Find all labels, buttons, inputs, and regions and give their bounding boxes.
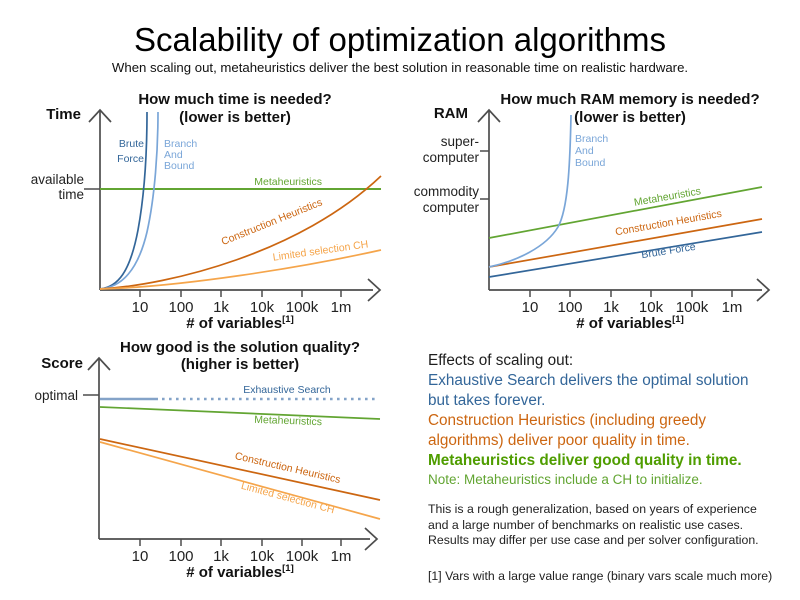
effects-panel: Effects of scaling out: Exhaustive Searc… bbox=[428, 351, 798, 584]
chart-time: How much time is needed? (lower is bette… bbox=[31, 91, 382, 332]
x-axis-title: # of variables[1] bbox=[186, 314, 294, 332]
panel-heading: Effects of scaling out: bbox=[428, 352, 574, 369]
disclaimer: This is a rough generalization, based on… bbox=[428, 502, 798, 549]
y-axis-label: RAM bbox=[434, 105, 468, 122]
metaheuristics-note: Note: Metaheuristics include a CH to ini… bbox=[428, 472, 703, 487]
metaheuristics-label: Metaheuristics bbox=[254, 176, 322, 188]
x-tick: 100 bbox=[168, 548, 193, 565]
x-tick: 1m bbox=[331, 299, 352, 316]
brute-force-label: Force bbox=[117, 153, 144, 165]
brute-force-curve bbox=[99, 111, 148, 290]
x-axis-title: # of variables[1] bbox=[576, 314, 684, 332]
limited-selection-ch-line bbox=[99, 441, 381, 520]
super-computer-label: super- bbox=[441, 134, 479, 149]
construction-heuristics-label: Construction Heuristics bbox=[220, 196, 325, 248]
chart-quality-subtitle: (higher is better) bbox=[181, 356, 299, 373]
x-tick: 100 bbox=[168, 299, 193, 316]
chart-ram-title: How much RAM memory is needed? bbox=[500, 91, 759, 108]
x-tick: 1k bbox=[603, 299, 619, 316]
chart-quality-title: How good is the solution quality? bbox=[120, 339, 360, 356]
x-axis-title: # of variables[1] bbox=[186, 563, 294, 581]
x-axis-arrow-icon bbox=[367, 278, 382, 302]
x-tick: 1k bbox=[213, 548, 229, 565]
construction-heuristics-line bbox=[99, 438, 381, 501]
construction-heuristics-statement: algorithms) deliver poor quality in time… bbox=[428, 432, 690, 449]
limited-selection-ch-label: Limited selection CH bbox=[272, 238, 369, 263]
chart-ram-subtitle: (lower is better) bbox=[574, 109, 686, 126]
branch-and-bound-curve bbox=[99, 111, 159, 290]
y-axis-label: Time bbox=[46, 106, 81, 123]
branch-and-bound-curve bbox=[488, 114, 572, 268]
x-tick: 10k bbox=[639, 299, 664, 316]
limited-selection-ch-label: Limited selection CH bbox=[240, 480, 336, 517]
brute-force-label: Brute Force bbox=[641, 241, 697, 261]
x-tick: 10 bbox=[522, 299, 539, 316]
x-tick: 100k bbox=[286, 548, 319, 565]
page-subtitle: When scaling out, metaheuristics deliver… bbox=[111, 60, 689, 75]
chart-time-subtitle: (lower is better) bbox=[179, 109, 291, 126]
tick-marks bbox=[480, 150, 733, 297]
tick-marks bbox=[83, 394, 342, 546]
commodity-computer-label: commodity bbox=[414, 184, 480, 199]
x-tick: 10k bbox=[250, 299, 275, 316]
brute-force-label: Brute bbox=[119, 138, 144, 150]
branch-and-bound-label: Bound bbox=[575, 157, 606, 169]
exhaustive-search-statement: Exhaustive Search delivers the optimal s… bbox=[428, 372, 749, 389]
y-axis-arrow-icon bbox=[88, 108, 112, 123]
construction-heuristics-line bbox=[488, 218, 763, 268]
exhaustive-search-statement: but takes forever. bbox=[428, 392, 546, 409]
tick-marks bbox=[84, 188, 342, 297]
x-tick: 100k bbox=[286, 299, 319, 316]
branch-and-bound-label: Branch bbox=[164, 138, 197, 150]
x-tick: 10 bbox=[132, 548, 149, 565]
footnote: [1] Vars with a large value range (binar… bbox=[428, 568, 773, 583]
available-time-label: time bbox=[58, 187, 84, 202]
metaheuristics-label: Metaheuristics bbox=[254, 414, 322, 428]
chart-quality: How good is the solution quality? (highe… bbox=[34, 339, 381, 581]
x-tick: 1m bbox=[331, 548, 352, 565]
limited-selection-ch-curve bbox=[99, 249, 382, 290]
x-tick: 100 bbox=[557, 299, 582, 316]
commodity-computer-label: computer bbox=[423, 200, 480, 215]
construction-heuristics-curve bbox=[99, 175, 382, 290]
chart-ram: How much RAM memory is needed? (lower is… bbox=[414, 91, 771, 332]
y-axis-arrow-icon bbox=[87, 356, 111, 371]
available-time-label: available bbox=[31, 172, 84, 187]
x-tick: 10 bbox=[132, 299, 149, 316]
branch-and-bound-label: Branch bbox=[575, 133, 608, 145]
metaheuristics-statement: Metaheuristics deliver good quality in t… bbox=[428, 452, 742, 469]
metaheuristics-line bbox=[488, 186, 763, 239]
branch-and-bound-label: And bbox=[164, 149, 183, 161]
chart-time-title: How much time is needed? bbox=[138, 91, 331, 108]
super-computer-label: computer bbox=[423, 150, 480, 165]
brute-force-line bbox=[488, 231, 763, 278]
metaheuristics-line bbox=[99, 406, 381, 420]
y-axis-label: Score bbox=[41, 355, 83, 372]
x-axis-arrow-icon bbox=[756, 278, 771, 302]
page-title: Scalability of optimization algorithms bbox=[134, 21, 666, 58]
construction-heuristics-statement: Construction Heuristics (including greed… bbox=[428, 412, 707, 429]
disclaimer-line: This is a rough generalization, based on… bbox=[428, 502, 757, 516]
disclaimer-line: and a large number of benchmarks on real… bbox=[428, 517, 744, 532]
x-tick: 10k bbox=[250, 548, 275, 565]
x-tick: 100k bbox=[676, 299, 709, 316]
branch-and-bound-label: And bbox=[575, 145, 594, 157]
exhaustive-search-label: Exhaustive Search bbox=[243, 384, 331, 396]
x-axis-arrow-icon bbox=[364, 527, 379, 551]
x-tick: 1m bbox=[722, 299, 743, 316]
branch-and-bound-label: Bound bbox=[164, 160, 195, 172]
y-axis-arrow-icon bbox=[477, 108, 501, 123]
disclaimer-line: Results may differ per use case and per … bbox=[428, 533, 759, 547]
optimal-label: optimal bbox=[34, 388, 78, 403]
x-tick: 1k bbox=[213, 299, 229, 316]
